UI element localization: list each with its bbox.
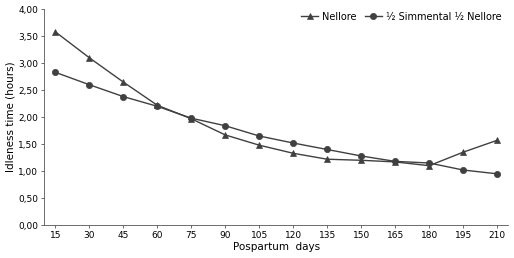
½ Simmental ½ Nellore [222, 124, 228, 127]
Nellore [392, 160, 398, 164]
½ Simmental ½ Nellore [358, 155, 364, 158]
½ Simmental ½ Nellore [256, 134, 262, 138]
½ Simmental ½ Nellore [120, 95, 126, 98]
Legend: Nellore, ½ Simmental ½ Nellore: Nellore, ½ Simmental ½ Nellore [299, 10, 504, 23]
½ Simmental ½ Nellore [392, 160, 398, 163]
½ Simmental ½ Nellore [86, 83, 93, 86]
½ Simmental ½ Nellore [426, 162, 432, 165]
Y-axis label: Idleness time (hours): Idleness time (hours) [6, 62, 15, 172]
Nellore [256, 144, 262, 147]
½ Simmental ½ Nellore [154, 105, 160, 108]
½ Simmental ½ Nellore [290, 141, 296, 144]
Nellore [222, 133, 228, 136]
½ Simmental ½ Nellore [460, 168, 466, 172]
Nellore [494, 139, 500, 142]
½ Simmental ½ Nellore [324, 148, 330, 151]
Nellore [290, 152, 296, 155]
Nellore [120, 80, 126, 84]
½ Simmental ½ Nellore [188, 117, 194, 120]
Nellore [188, 117, 194, 120]
Nellore [460, 151, 466, 154]
½ Simmental ½ Nellore [494, 172, 500, 175]
Line: Nellore: Nellore [52, 29, 500, 169]
Nellore [86, 56, 93, 59]
Nellore [154, 104, 160, 107]
X-axis label: Pospartum  days: Pospartum days [233, 243, 320, 252]
Nellore [426, 164, 432, 167]
Line: ½ Simmental ½ Nellore: ½ Simmental ½ Nellore [52, 69, 500, 177]
Nellore [358, 159, 364, 162]
Nellore [52, 30, 58, 33]
½ Simmental ½ Nellore [52, 71, 58, 74]
Nellore [324, 158, 330, 161]
